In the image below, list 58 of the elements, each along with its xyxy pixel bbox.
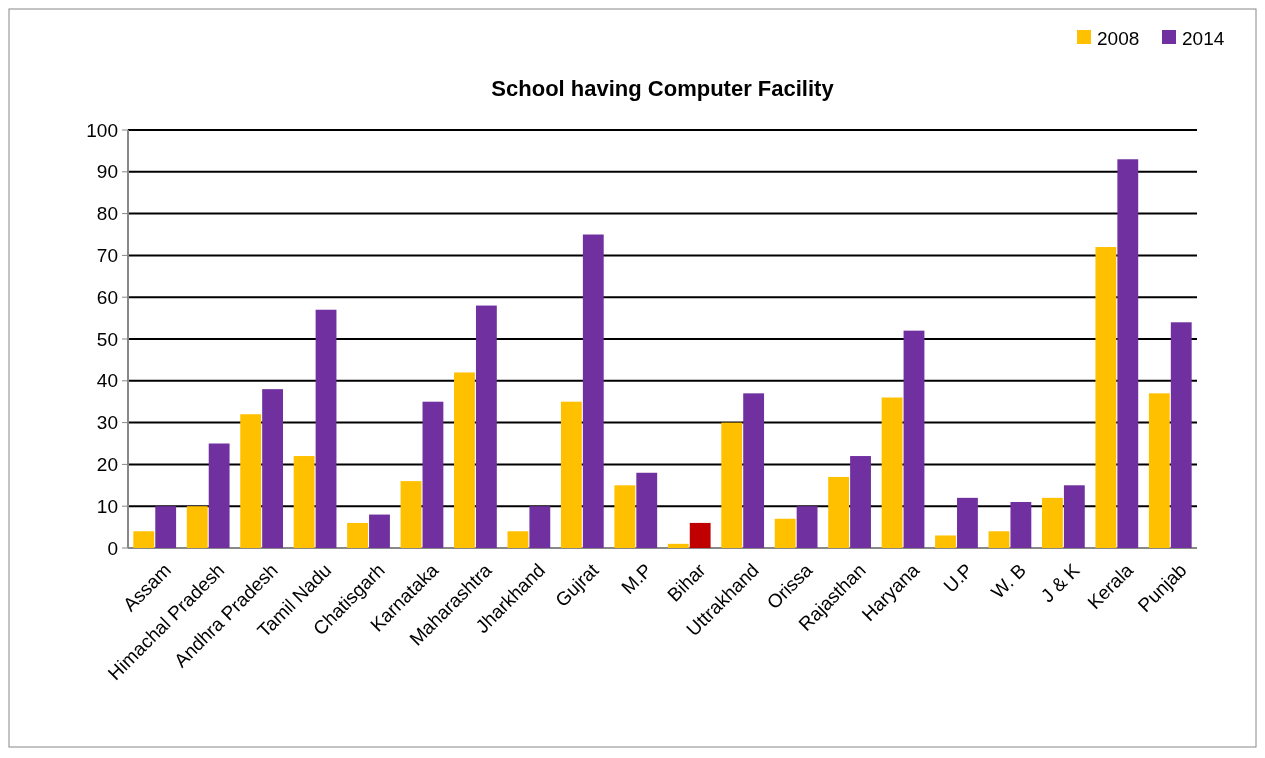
bar xyxy=(529,506,551,548)
bar xyxy=(1095,247,1117,548)
bar xyxy=(1063,485,1085,548)
y-tick-label: 50 xyxy=(96,328,118,350)
bar xyxy=(743,393,765,548)
bar xyxy=(240,414,262,548)
bar xyxy=(208,443,230,548)
bar xyxy=(667,543,689,548)
bar xyxy=(988,531,1010,548)
bar xyxy=(850,456,871,548)
bar xyxy=(454,372,475,548)
y-tick-label: 100 xyxy=(86,119,118,141)
bar xyxy=(315,309,337,548)
legend-label: 2014 xyxy=(1182,27,1225,49)
y-tick-label: 90 xyxy=(96,161,118,183)
bar xyxy=(293,456,315,548)
x-tick-label: J & K xyxy=(1036,559,1084,607)
y-tick-label: 60 xyxy=(96,286,118,308)
bar xyxy=(560,401,582,548)
bar xyxy=(133,531,155,548)
bar xyxy=(774,518,796,548)
bar xyxy=(828,476,850,548)
bar xyxy=(262,389,283,548)
bar xyxy=(1148,393,1170,548)
bar xyxy=(369,514,390,548)
x-tick-label: U.P xyxy=(939,559,977,597)
bar xyxy=(721,422,743,548)
bar xyxy=(689,522,711,548)
bar xyxy=(582,234,604,548)
bar xyxy=(400,481,422,548)
bar xyxy=(1010,502,1032,548)
bar xyxy=(155,506,177,548)
bar xyxy=(422,401,444,548)
legend-label: 2008 xyxy=(1097,27,1140,49)
y-tick-label: 70 xyxy=(96,245,118,267)
bar xyxy=(636,472,658,548)
bar xyxy=(935,535,956,548)
bar xyxy=(614,485,636,548)
chart-title: School having Computer Facility xyxy=(491,76,835,101)
bar xyxy=(1170,322,1192,548)
y-tick-label: 80 xyxy=(96,203,118,225)
bar xyxy=(881,397,903,548)
bar xyxy=(507,531,529,548)
x-tick-label: W. B xyxy=(986,559,1031,603)
bar xyxy=(475,305,497,548)
bar xyxy=(796,506,818,548)
bar xyxy=(903,330,925,548)
bar xyxy=(957,497,978,548)
y-tick-label: 40 xyxy=(96,370,118,392)
y-tick-label: 0 xyxy=(107,537,118,559)
bar xyxy=(186,506,208,548)
y-tick-label: 30 xyxy=(96,412,118,434)
y-tick-label: 20 xyxy=(96,454,118,476)
bar xyxy=(347,522,368,548)
x-tick-label: M.P xyxy=(617,559,657,599)
y-tick-label: 10 xyxy=(96,495,118,517)
bar xyxy=(1117,159,1139,548)
bar xyxy=(1041,497,1063,548)
